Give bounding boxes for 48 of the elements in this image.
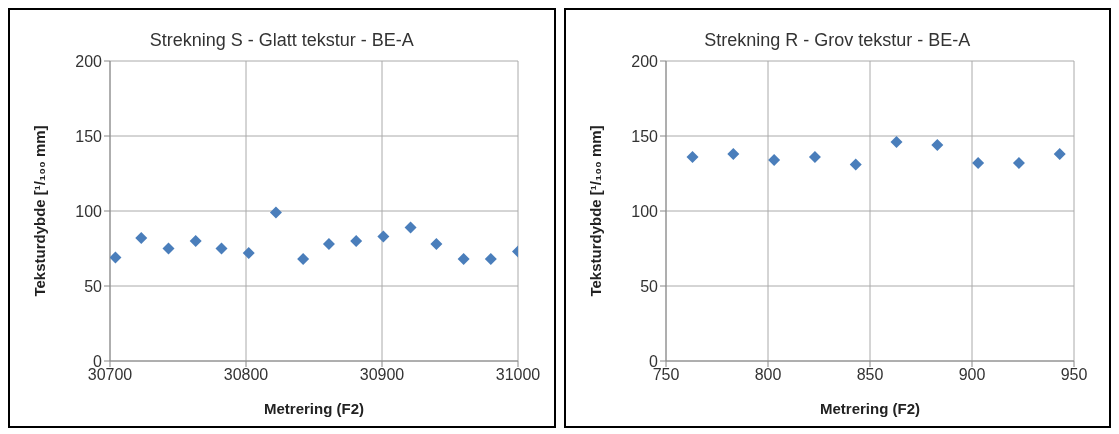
y-tick-label: 50 bbox=[84, 277, 103, 295]
point bbox=[767, 154, 780, 166]
x-tick-label: 31000 bbox=[495, 366, 541, 384]
y-axis-title: Teksturdybde [¹/₁₀₀ mm] bbox=[31, 125, 49, 297]
x-tick-label: 850 bbox=[856, 366, 883, 384]
point bbox=[377, 230, 390, 243]
point bbox=[686, 151, 699, 163]
point bbox=[930, 139, 943, 151]
point bbox=[726, 148, 739, 160]
point bbox=[849, 158, 862, 171]
point bbox=[242, 247, 255, 259]
x-tick-label: 800 bbox=[754, 366, 781, 384]
y-axis-title: Teksturdybde [¹/₁₀₀ mm] bbox=[586, 125, 604, 297]
point bbox=[269, 206, 282, 219]
x-axis-title: Metrering (F2) bbox=[263, 399, 365, 417]
point bbox=[971, 157, 984, 169]
point bbox=[162, 242, 175, 255]
point bbox=[1012, 157, 1025, 169]
y-tick-label: 100 bbox=[75, 202, 103, 220]
x-tick-label: 900 bbox=[958, 366, 985, 384]
point bbox=[457, 253, 470, 265]
x-tick-label: 30800 bbox=[223, 366, 269, 384]
point bbox=[404, 221, 417, 234]
y-tick-label: 200 bbox=[75, 52, 103, 70]
x-axis-title: Metrering (F2) bbox=[819, 399, 920, 417]
x-tick-label: 750 bbox=[652, 366, 679, 384]
x-tick-label: 950 bbox=[1060, 366, 1087, 384]
point bbox=[110, 251, 122, 264]
y-tick-label: 50 bbox=[639, 277, 658, 295]
point bbox=[350, 235, 363, 247]
point bbox=[1053, 148, 1066, 160]
point bbox=[135, 232, 148, 244]
point bbox=[297, 253, 310, 265]
chart-title: Strekning R - Grov tekstur - BE-A bbox=[703, 30, 972, 51]
point bbox=[215, 242, 228, 255]
x-tick-label: 30900 bbox=[359, 366, 405, 384]
x-tick-label: 30700 bbox=[87, 366, 133, 384]
y-tick-label: 150 bbox=[630, 127, 658, 145]
point bbox=[430, 238, 443, 250]
y-tick-label: 100 bbox=[630, 202, 658, 220]
y-tick-label: 150 bbox=[75, 127, 103, 145]
point bbox=[322, 238, 335, 250]
point bbox=[808, 151, 821, 163]
chart-title: Strekning S - Glatt tekstur - BE-A bbox=[148, 30, 415, 51]
point bbox=[890, 136, 903, 148]
point bbox=[189, 235, 202, 247]
point bbox=[484, 253, 497, 265]
y-tick-label: 200 bbox=[630, 52, 658, 70]
